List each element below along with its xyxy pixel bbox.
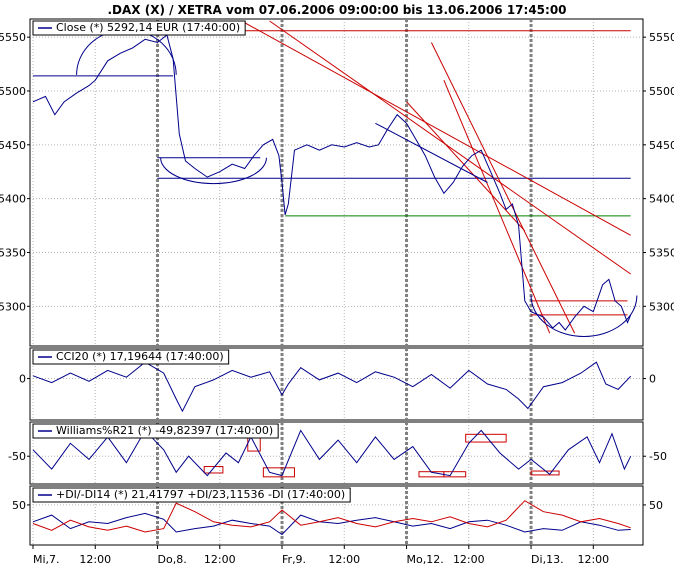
series-line-2: [32, 500, 631, 533]
legend-box: [32, 423, 279, 439]
y-tick-label-right: 50: [649, 499, 663, 512]
y-tick-label-left: 5350: [0, 246, 26, 259]
highlight-box: [203, 466, 224, 474]
x-tick-label: 12:00: [204, 553, 236, 566]
panel-price: 5300 5300 5350 5350 5400 5400 5450 5450 5500 5500…: [0, 18, 674, 347]
y-tick-label-right: 5550: [649, 31, 674, 44]
trendline: [430, 42, 576, 334]
legend-box: [32, 20, 246, 36]
highlight-box: [262, 467, 295, 478]
legend-text: CCI20 (*) 17,19644 (17:40:00): [56, 350, 224, 363]
y-tick-label-left: 50: [12, 499, 26, 512]
x-tick-label: Di,13.: [531, 553, 564, 566]
x-tick-label: 12:00: [79, 553, 111, 566]
legend: Williams%R21 (*) -49,82397 (17:40:00): [32, 423, 279, 439]
trendline: [269, 20, 631, 275]
series-line-1: [32, 512, 631, 536]
legend-box: [32, 349, 230, 365]
y-tick-label-right: 5300: [649, 300, 674, 313]
plot-area: [31, 20, 642, 345]
y-tick-label-left: 5450: [0, 139, 26, 152]
x-tick-label: Mi,7.: [33, 553, 60, 566]
x-tick-label: Fr,9.: [282, 553, 306, 566]
legend: +DI/-DI14 (*) 21,41797 +DI/23,11536 -DI …: [32, 487, 351, 503]
y-tick-label-right: 5400: [649, 193, 674, 206]
panel-cci: 0 0 CCI20 (*) 17,19644 (17:40:00): [19, 347, 656, 421]
y-tick-label-left: 5500: [0, 85, 26, 98]
highlight-box: [465, 433, 507, 443]
trendline: [375, 122, 488, 183]
y-tick-label-right: 5500: [649, 85, 674, 98]
legend-text: Close (*) 5292,14 EUR (17:40:00): [56, 21, 240, 34]
plot-area: [31, 423, 642, 483]
y-tick-label-left: 5300: [0, 300, 26, 313]
chart-title: .DAX (X) / XETRA vom 07.06.2006 09:00:00…: [107, 3, 566, 17]
x-tick-label: 12:00: [328, 553, 360, 566]
x-tick-label: 12:00: [453, 553, 485, 566]
legend: CCI20 (*) 17,19644 (17:40:00): [32, 349, 230, 365]
y-tick-label-right: -50: [649, 450, 667, 463]
y-tick-label-left: 5400: [0, 193, 26, 206]
panel-dmi: 50 50 +DI/-DI14 (*) 21,41797 +DI/23,11536 …: [12, 485, 663, 546]
y-tick-label-left: -50: [8, 450, 26, 463]
legend-text: Williams%R21 (*) -49,82397 (17:40:00): [56, 424, 273, 437]
trendline: [443, 80, 551, 334]
x-axis: Mi,7. 12:00 Do,8. 12:00 Fr,9. 12:00 Mo,12. 12:0…: [32, 545, 609, 566]
legend-box: [32, 487, 351, 503]
series-line-1: [32, 34, 632, 331]
trendline: [241, 20, 631, 236]
plot-area: [31, 349, 642, 419]
pattern-arc: [160, 157, 267, 185]
pattern-arc: [530, 295, 638, 337]
trendline: [406, 101, 526, 232]
legend: Close (*) 5292,14 EUR (17:40:00): [32, 20, 246, 36]
y-tick-label-left: 5550: [0, 31, 26, 44]
x-tick-label: Mo,12.: [407, 553, 444, 566]
panel-williams: -50 -50 Williams%R21 (*) -49,82397 (17:40:…: [8, 421, 667, 485]
y-tick-label-right: 0: [649, 373, 656, 386]
legend-text: +DI/-DI14 (*) 21,41797 +DI/23,11536 -DI …: [56, 488, 345, 501]
y-tick-label-right: 5350: [649, 246, 674, 259]
x-tick-label: Do,8.: [158, 553, 187, 566]
y-tick-label-right: 5450: [649, 139, 674, 152]
y-tick-label-left: 0: [19, 373, 26, 386]
chart-panels: 5300 5300 5350 5350 5400 5400 5450 5450 5500 5500…: [0, 18, 674, 546]
x-tick-label: 12:00: [577, 553, 609, 566]
